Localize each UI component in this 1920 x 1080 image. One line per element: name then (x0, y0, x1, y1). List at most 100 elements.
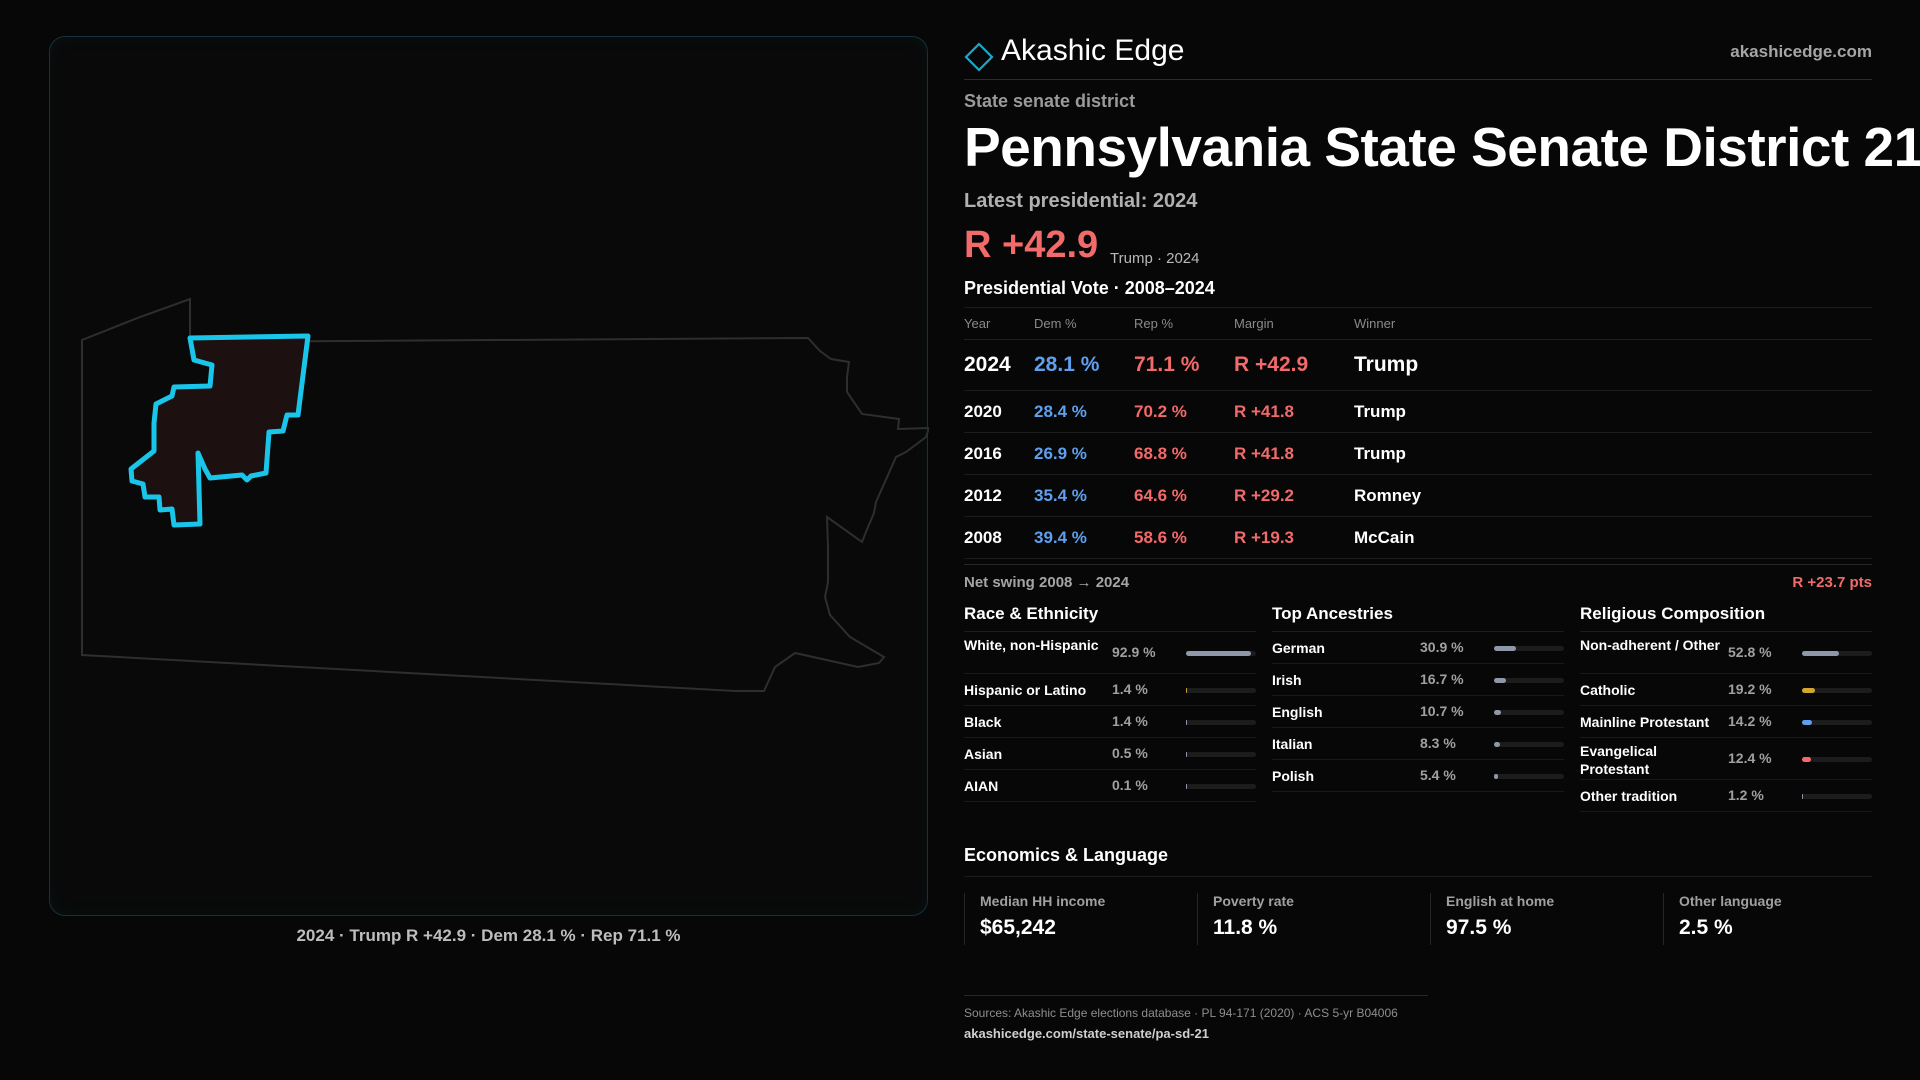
row-dem-pct: 39.4 % (1034, 528, 1087, 547)
brand-url-link[interactable]: akashicedge.com (1730, 42, 1872, 61)
stat-rows: German 30.9 % Irish 16.7 % English 10.7 % Ital… (1272, 632, 1564, 792)
table-row: 2008 39.4 % 58.6 % R +19.3 McCain (964, 517, 1872, 559)
row-rep-pct: 71.1 % (1134, 353, 1200, 376)
stat-pct: 19.2 % (1728, 681, 1772, 697)
stat-label: Polish (1272, 768, 1315, 784)
stat-label: Black (964, 714, 1002, 730)
stat-bar-fill (1186, 784, 1188, 789)
race-ethnicity-section: Race & Ethnicity White, non-Hispanic 92.9… (964, 602, 1256, 802)
stat-row: Other tradition 1.2 % (1580, 780, 1872, 812)
stat-bar (1494, 710, 1564, 715)
stat-pct: 14.2 % (1728, 713, 1772, 729)
econ-label: Median HH income (980, 893, 1106, 909)
stat-label: Mainline Protestant (1580, 714, 1710, 730)
stat-bar-fill (1802, 688, 1816, 693)
table-header: Year Dem % Rep % Margin Winner (964, 308, 1872, 340)
stat-row: AIAN 0.1 % (964, 770, 1256, 802)
stat-bar-fill (1186, 688, 1188, 693)
stat-row: Asian 0.5 % (964, 738, 1256, 770)
row-year: 2008 (964, 528, 1002, 547)
stat-bar-fill (1802, 794, 1804, 799)
stat-row: Mainline Protestant 14.2 % (1580, 706, 1872, 738)
stat-bar-fill (1494, 646, 1516, 651)
stat-rows: Non-adherent / Other 52.8 % Catholic 19.2 %… (1580, 632, 1872, 812)
econ-value: 97.5 % (1446, 916, 1512, 939)
stat-pct: 30.9 % (1420, 639, 1464, 655)
map-caption: 2024 · Trump R +42.9 · Dem 28.1 % · Rep … (296, 926, 681, 945)
stat-bar-fill (1494, 678, 1506, 683)
econ-other-language: Other language 2.5 % (1663, 893, 1873, 945)
stat-row: Catholic 19.2 % (1580, 674, 1872, 706)
stat-bar (1186, 688, 1256, 693)
row-year: 2012 (964, 486, 1002, 505)
stat-bar (1802, 757, 1872, 762)
page-title: Pennsylvania State Senate District 21 (964, 116, 1920, 178)
district-type-label: State senate district (964, 91, 1136, 111)
stat-bar-fill (1494, 742, 1500, 747)
stat-bar-fill (1494, 710, 1502, 715)
presidential-vote-table: Year Dem % Rep % Margin Winner 2024 28.1… (964, 307, 1872, 559)
stat-row: Black 1.4 % (964, 706, 1256, 738)
district-url-link[interactable]: akashicedge.com/state-senate/pa-sd-21 (964, 1026, 1209, 1041)
row-year: 2024 (964, 353, 1011, 376)
latest-presidential-label: Latest presidential: 2024 (964, 190, 1198, 212)
row-winner: Trump (1354, 444, 1406, 463)
col-header-rep: Rep % (1134, 316, 1174, 331)
row-rep-pct: 58.6 % (1134, 528, 1187, 547)
stat-bar (1802, 794, 1872, 799)
stat-bar (1186, 784, 1256, 789)
econ-label: Poverty rate (1213, 893, 1294, 909)
net-swing-label: Net swing 2008 → 2024 (964, 574, 1130, 591)
econ-median-income: Median HH income $65,242 (964, 893, 1174, 945)
district-map (81, 297, 929, 692)
stat-bar (1494, 742, 1564, 747)
col-header-winner: Winner (1354, 316, 1396, 331)
row-year: 2016 (964, 444, 1002, 463)
row-dem-pct: 35.4 % (1034, 486, 1087, 505)
stat-pct: 0.5 % (1112, 745, 1148, 761)
state-outline (81, 297, 929, 692)
net-swing-row: Net swing 2008 → 2024 R +23.7 pts (964, 564, 1872, 596)
stat-label: German (1272, 640, 1325, 656)
detail-panel: Akashic Edge akashicedge.com State senat… (964, 0, 1920, 1080)
stat-label: Evangelical Protestant (1580, 743, 1658, 777)
stat-bar (1186, 752, 1256, 757)
section-title: Religious Composition (1580, 602, 1872, 632)
stat-bar (1802, 720, 1872, 725)
ancestry-section: Top Ancestries German 30.9 % Irish 16.7 % En… (1272, 602, 1564, 792)
stat-label: White, non-Hispanic (964, 637, 1099, 653)
row-winner: McCain (1354, 528, 1415, 547)
stat-label: AIAN (964, 778, 999, 794)
stat-bar-fill (1186, 720, 1188, 725)
stat-row: Irish 16.7 % (1272, 664, 1564, 696)
stat-row: English 10.7 % (1272, 696, 1564, 728)
row-margin: R +29.2 (1234, 486, 1295, 505)
stat-pct: 1.4 % (1112, 681, 1148, 697)
row-winner: Romney (1354, 486, 1422, 505)
stat-label: Catholic (1580, 682, 1636, 698)
stat-bar-fill (1802, 651, 1839, 656)
sources-footer: Sources: Akashic Edge elections database… (964, 995, 1428, 1041)
stat-pct: 16.7 % (1420, 671, 1464, 687)
row-dem-pct: 28.1 % (1034, 353, 1100, 376)
stat-label: English (1272, 704, 1323, 720)
stat-rows: White, non-Hispanic 92.9 % Hispanic or Lat… (964, 632, 1256, 802)
map-panel[interactable] (49, 36, 929, 916)
econ-value: $65,242 (980, 916, 1056, 939)
table-row: 2012 35.4 % 64.6 % R +29.2 Romney (964, 475, 1872, 517)
presidential-vote-title: Presidential Vote · 2008–2024 (964, 278, 1215, 298)
row-rep-pct: 64.6 % (1134, 486, 1187, 505)
stat-pct: 92.9 % (1112, 644, 1156, 660)
row-margin: R +19.3 (1234, 528, 1295, 547)
stat-bar (1494, 678, 1564, 683)
col-header-margin: Margin (1234, 316, 1274, 331)
religion-section: Religious Composition Non-adherent / Oth… (1580, 602, 1872, 812)
row-winner: Trump (1354, 353, 1419, 376)
stat-pct: 52.8 % (1728, 644, 1772, 660)
stat-row: White, non-Hispanic 92.9 % (964, 632, 1256, 674)
row-margin: R +41.8 (1234, 402, 1295, 421)
table-row: 2016 26.9 % 68.8 % R +41.8 Trump (964, 433, 1872, 475)
table-row: 2024 28.1 % 71.1 % R +42.9 Trump (964, 340, 1872, 391)
diamond-logo-icon (964, 42, 994, 72)
stat-bar (1802, 651, 1872, 656)
